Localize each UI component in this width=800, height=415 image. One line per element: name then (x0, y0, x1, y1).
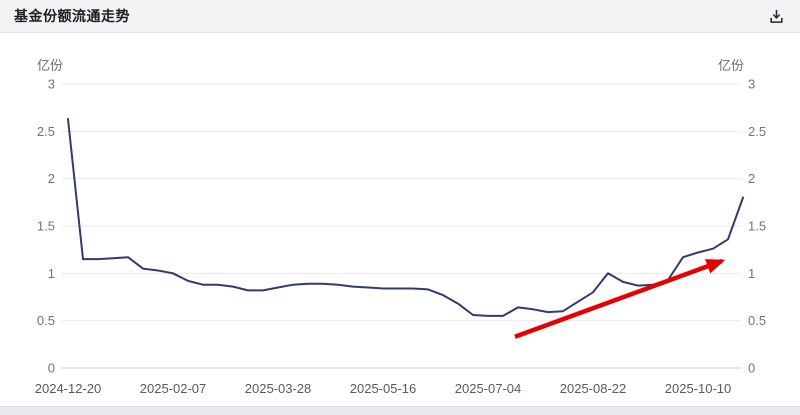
x-axis-tick-label: 2025-03-28 (245, 381, 312, 396)
bottom-divider (0, 406, 800, 415)
x-axis-tick-label: 2025-08-22 (560, 381, 627, 396)
y-axis-left-tick-label: 2 (48, 171, 55, 186)
y-axis-right-tick-label: 1 (748, 266, 755, 281)
x-axis-tick-label: 2024-12-20 (35, 381, 102, 396)
chart-canvas: 0 0 0.5 0.5 1 1 1.5 1.5 2 2 2.5 2.5 3 3 亿份 亿份 2024-12-20… (35, 58, 766, 396)
x-axis-tick-label: 2025-05-16 (350, 381, 417, 396)
y-axis-right-tick-label: 2 (748, 171, 755, 186)
y-axis-left-unit-label: 亿份 (37, 58, 63, 73)
panel-title: 基金份额流通走势 (14, 8, 130, 24)
x-axis-tick-label: 2025-07-04 (455, 381, 522, 396)
y-axis-right-tick-label: 0 (748, 361, 755, 376)
fund-share-trend-chart[interactable]: 0 0 0.5 0.5 1 1 1.5 1.5 2 2 2.5 2.5 3 3 亿份 亿份 2024-12-20… (0, 33, 800, 406)
panel-header: 基金份额流通走势 (0, 0, 800, 33)
download-icon[interactable] (766, 6, 786, 26)
trend-line (67, 118, 744, 317)
trend-arrow-annotation (514, 258, 726, 339)
x-axis-tick-label: 2025-02-07 (140, 381, 207, 396)
y-axis-left-tick-label: 3 (48, 77, 55, 92)
x-axis-tick-label: 2025-10-10 (665, 381, 732, 396)
y-axis-left-tick-label: 0.5 (37, 313, 55, 328)
y-axis-left-tick-label: 1 (48, 266, 55, 281)
y-axis-right-tick-label: 3 (748, 77, 755, 92)
y-axis-left-tick-label: 2.5 (37, 124, 55, 139)
y-axis-left-tick-label: 1.5 (37, 219, 55, 234)
y-axis-left-tick-label: 0 (48, 361, 55, 376)
y-axis-right-tick-label: 1.5 (748, 219, 766, 234)
y-axis-right-tick-label: 0.5 (748, 313, 766, 328)
y-axis-right-tick-label: 2.5 (748, 124, 766, 139)
y-axis-right-unit-label: 亿份 (718, 58, 744, 73)
